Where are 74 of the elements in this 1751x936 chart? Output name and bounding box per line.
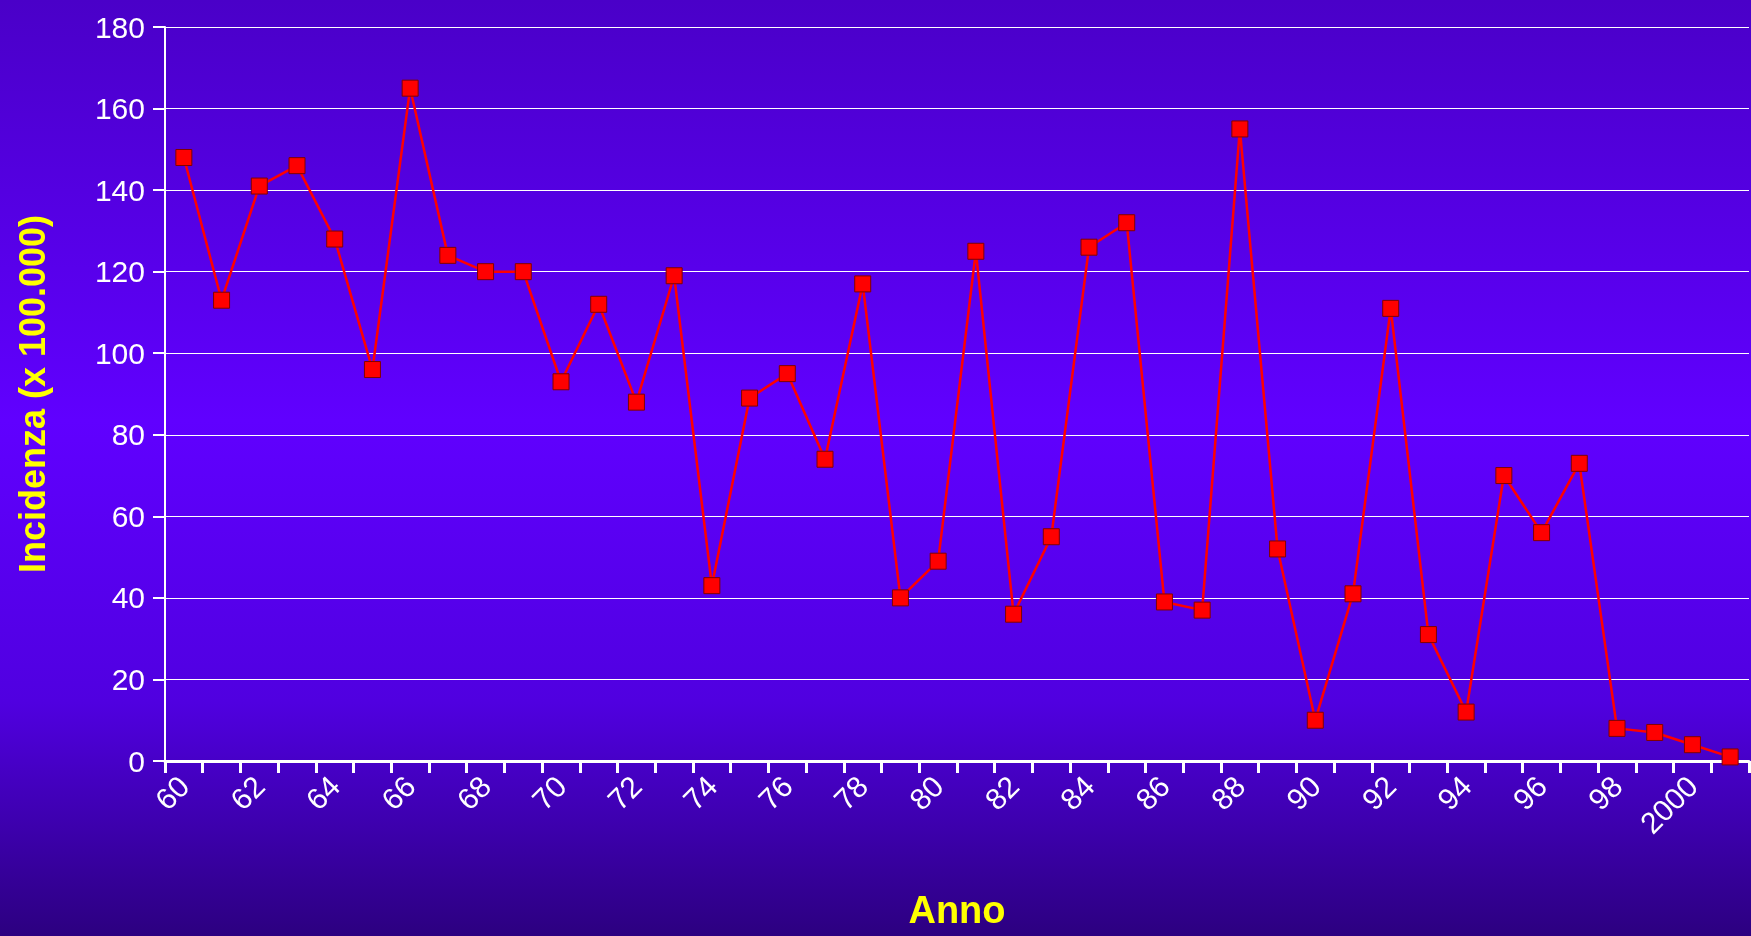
y-tick-label: 0 <box>128 744 145 778</box>
x-tick-label: 84 <box>1053 769 1101 817</box>
point <box>1344 585 1362 603</box>
point <box>929 552 947 570</box>
x-tick-label: 70 <box>525 769 573 817</box>
x-tick-label: 74 <box>676 769 724 817</box>
point <box>552 373 570 391</box>
x-tick-label: 94 <box>1430 769 1478 817</box>
point <box>1683 736 1701 754</box>
x-tick-label: 88 <box>1204 769 1252 817</box>
point <box>1080 238 1098 256</box>
point <box>1570 454 1588 472</box>
point <box>175 148 193 166</box>
point <box>213 291 231 309</box>
y-tick-label: 60 <box>111 499 145 533</box>
point <box>1269 540 1287 558</box>
x-tick-label: 76 <box>752 769 799 817</box>
y-tick-label: 100 <box>94 336 145 370</box>
x-tick-label: 62 <box>224 769 271 817</box>
point <box>967 242 985 260</box>
point <box>1419 626 1437 644</box>
y-tick-label: 180 <box>94 10 145 44</box>
point <box>1495 467 1513 485</box>
point <box>1721 748 1739 766</box>
point <box>1533 524 1551 542</box>
x-tick-label: 78 <box>827 769 875 817</box>
point <box>1118 214 1136 232</box>
x-tick-label: 98 <box>1581 769 1629 817</box>
y-tick-label: 80 <box>111 418 145 452</box>
x-tick-label: 68 <box>450 769 498 817</box>
x-tick-label: 72 <box>601 769 649 817</box>
x-tick-label: 92 <box>1355 769 1403 817</box>
point <box>1608 719 1626 737</box>
point <box>741 389 759 407</box>
x-tick-label: 90 <box>1280 769 1327 817</box>
point <box>778 365 796 383</box>
x-axis-title: Anno <box>908 889 1006 931</box>
x-tick-label: 60 <box>148 769 196 817</box>
y-axis-title: Incidenza (x 100.000) <box>11 214 53 574</box>
point <box>1382 299 1400 317</box>
point <box>665 267 683 285</box>
point <box>477 263 495 281</box>
point <box>1193 601 1211 619</box>
y-tick-label: 120 <box>94 255 145 289</box>
point <box>1155 593 1173 611</box>
point <box>1646 723 1664 741</box>
point <box>439 246 457 264</box>
point <box>363 361 381 379</box>
x-tick-label: 96 <box>1506 769 1554 817</box>
x-tick-label: 66 <box>374 769 422 817</box>
point <box>1005 605 1023 623</box>
y-tick-label: 20 <box>111 662 145 696</box>
point <box>627 393 645 411</box>
y-tick-label: 160 <box>94 92 145 126</box>
point <box>326 230 344 248</box>
point <box>288 157 306 175</box>
x-tick-label: 86 <box>1129 769 1177 817</box>
point <box>401 79 419 97</box>
x-tick-label: 80 <box>902 769 950 817</box>
x-tick-label: 64 <box>299 769 347 817</box>
point <box>891 589 909 607</box>
point <box>1042 528 1060 546</box>
y-tick-label: 40 <box>111 581 145 615</box>
point <box>854 275 872 293</box>
point <box>590 295 608 313</box>
point <box>250 177 268 195</box>
y-tick-label: 140 <box>94 173 145 207</box>
point <box>1457 703 1475 721</box>
point <box>703 577 721 595</box>
point <box>514 263 532 281</box>
point <box>1306 711 1324 729</box>
point <box>1231 120 1249 138</box>
x-tick-label: 82 <box>978 769 1026 817</box>
point <box>816 450 834 468</box>
